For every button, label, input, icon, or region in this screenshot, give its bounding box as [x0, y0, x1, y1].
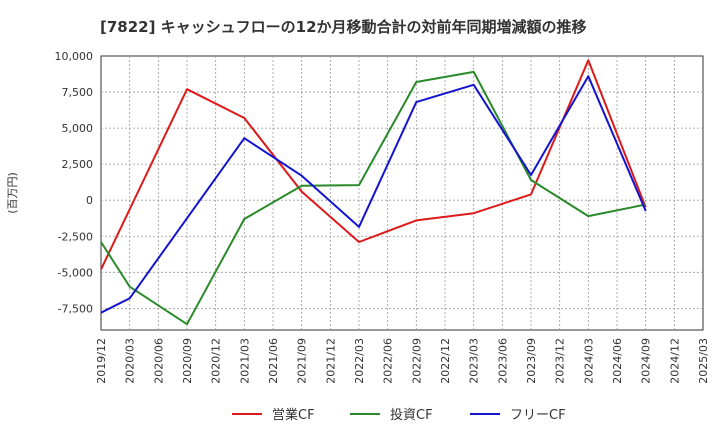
- y-tick-label: 0: [86, 194, 93, 207]
- y-axis-label: (百万円): [6, 172, 19, 214]
- y-tick-label: -5,000: [58, 266, 93, 279]
- y-tick-label: -7,500: [58, 302, 93, 315]
- x-tick-label: 2023/03: [468, 338, 481, 384]
- x-tick-label: 2021/03: [238, 338, 251, 384]
- x-tick-label: 2019/12: [95, 338, 108, 384]
- chart-title: [7822] キャッシュフローの12か月移動合計の対前年同期増減額の推移: [100, 18, 587, 36]
- x-tick-label: 2025/03: [697, 338, 710, 384]
- series-line-3: [100, 75, 647, 314]
- y-axis-ticks: 10,000 7,500 5,000 2,500 0 -2,500 -5,000 -7,500: [55, 50, 94, 315]
- x-tick-label: 2022/06: [382, 338, 395, 384]
- series-group: [100, 59, 647, 326]
- x-tick-label: 2022/03: [353, 338, 366, 384]
- x-tick-label: 2022/12: [439, 338, 452, 384]
- y-tick-label: -2,500: [58, 230, 93, 243]
- legend-label-3: フリーCF: [510, 408, 566, 423]
- x-tick-label: 2020/06: [152, 338, 165, 384]
- plot-area: [100, 55, 704, 331]
- y-tick-label: 7,500: [62, 86, 94, 99]
- grid: [101, 56, 703, 330]
- x-tick-label: 2020/09: [181, 338, 194, 384]
- y-tick-label: 2,500: [62, 158, 94, 171]
- x-tick-label: 2021/09: [296, 338, 309, 384]
- x-tick-label: 2022/09: [410, 338, 423, 384]
- x-tick-label: 2024/06: [611, 338, 624, 384]
- x-tick-label: 2021/12: [324, 338, 337, 384]
- legend: 営業CF 投資CF フリーCF: [232, 407, 566, 423]
- x-tick-label: 2024/03: [582, 338, 595, 384]
- x-tick-label: 2023/12: [554, 338, 567, 384]
- legend-label-1: 営業CF: [272, 407, 315, 423]
- x-tick-label: 2021/06: [267, 338, 280, 384]
- x-tick-label: 2023/09: [525, 338, 538, 384]
- y-tick-label: 5,000: [62, 122, 94, 135]
- legend-label-2: 投資CF: [390, 407, 433, 423]
- x-tick-label: 2020/03: [124, 338, 137, 384]
- x-axis-ticks: 2019/12 2020/03 2020/06 2020/09 2020/12 2021/…: [95, 338, 710, 384]
- y-tick-label: 10,000: [55, 50, 94, 63]
- x-tick-label: 2023/06: [496, 338, 509, 384]
- x-tick-label: 2020/12: [210, 338, 223, 384]
- x-tick-label: 2024/12: [668, 338, 681, 384]
- series-line-2: [100, 70, 646, 326]
- x-tick-label: 2024/09: [640, 338, 653, 384]
